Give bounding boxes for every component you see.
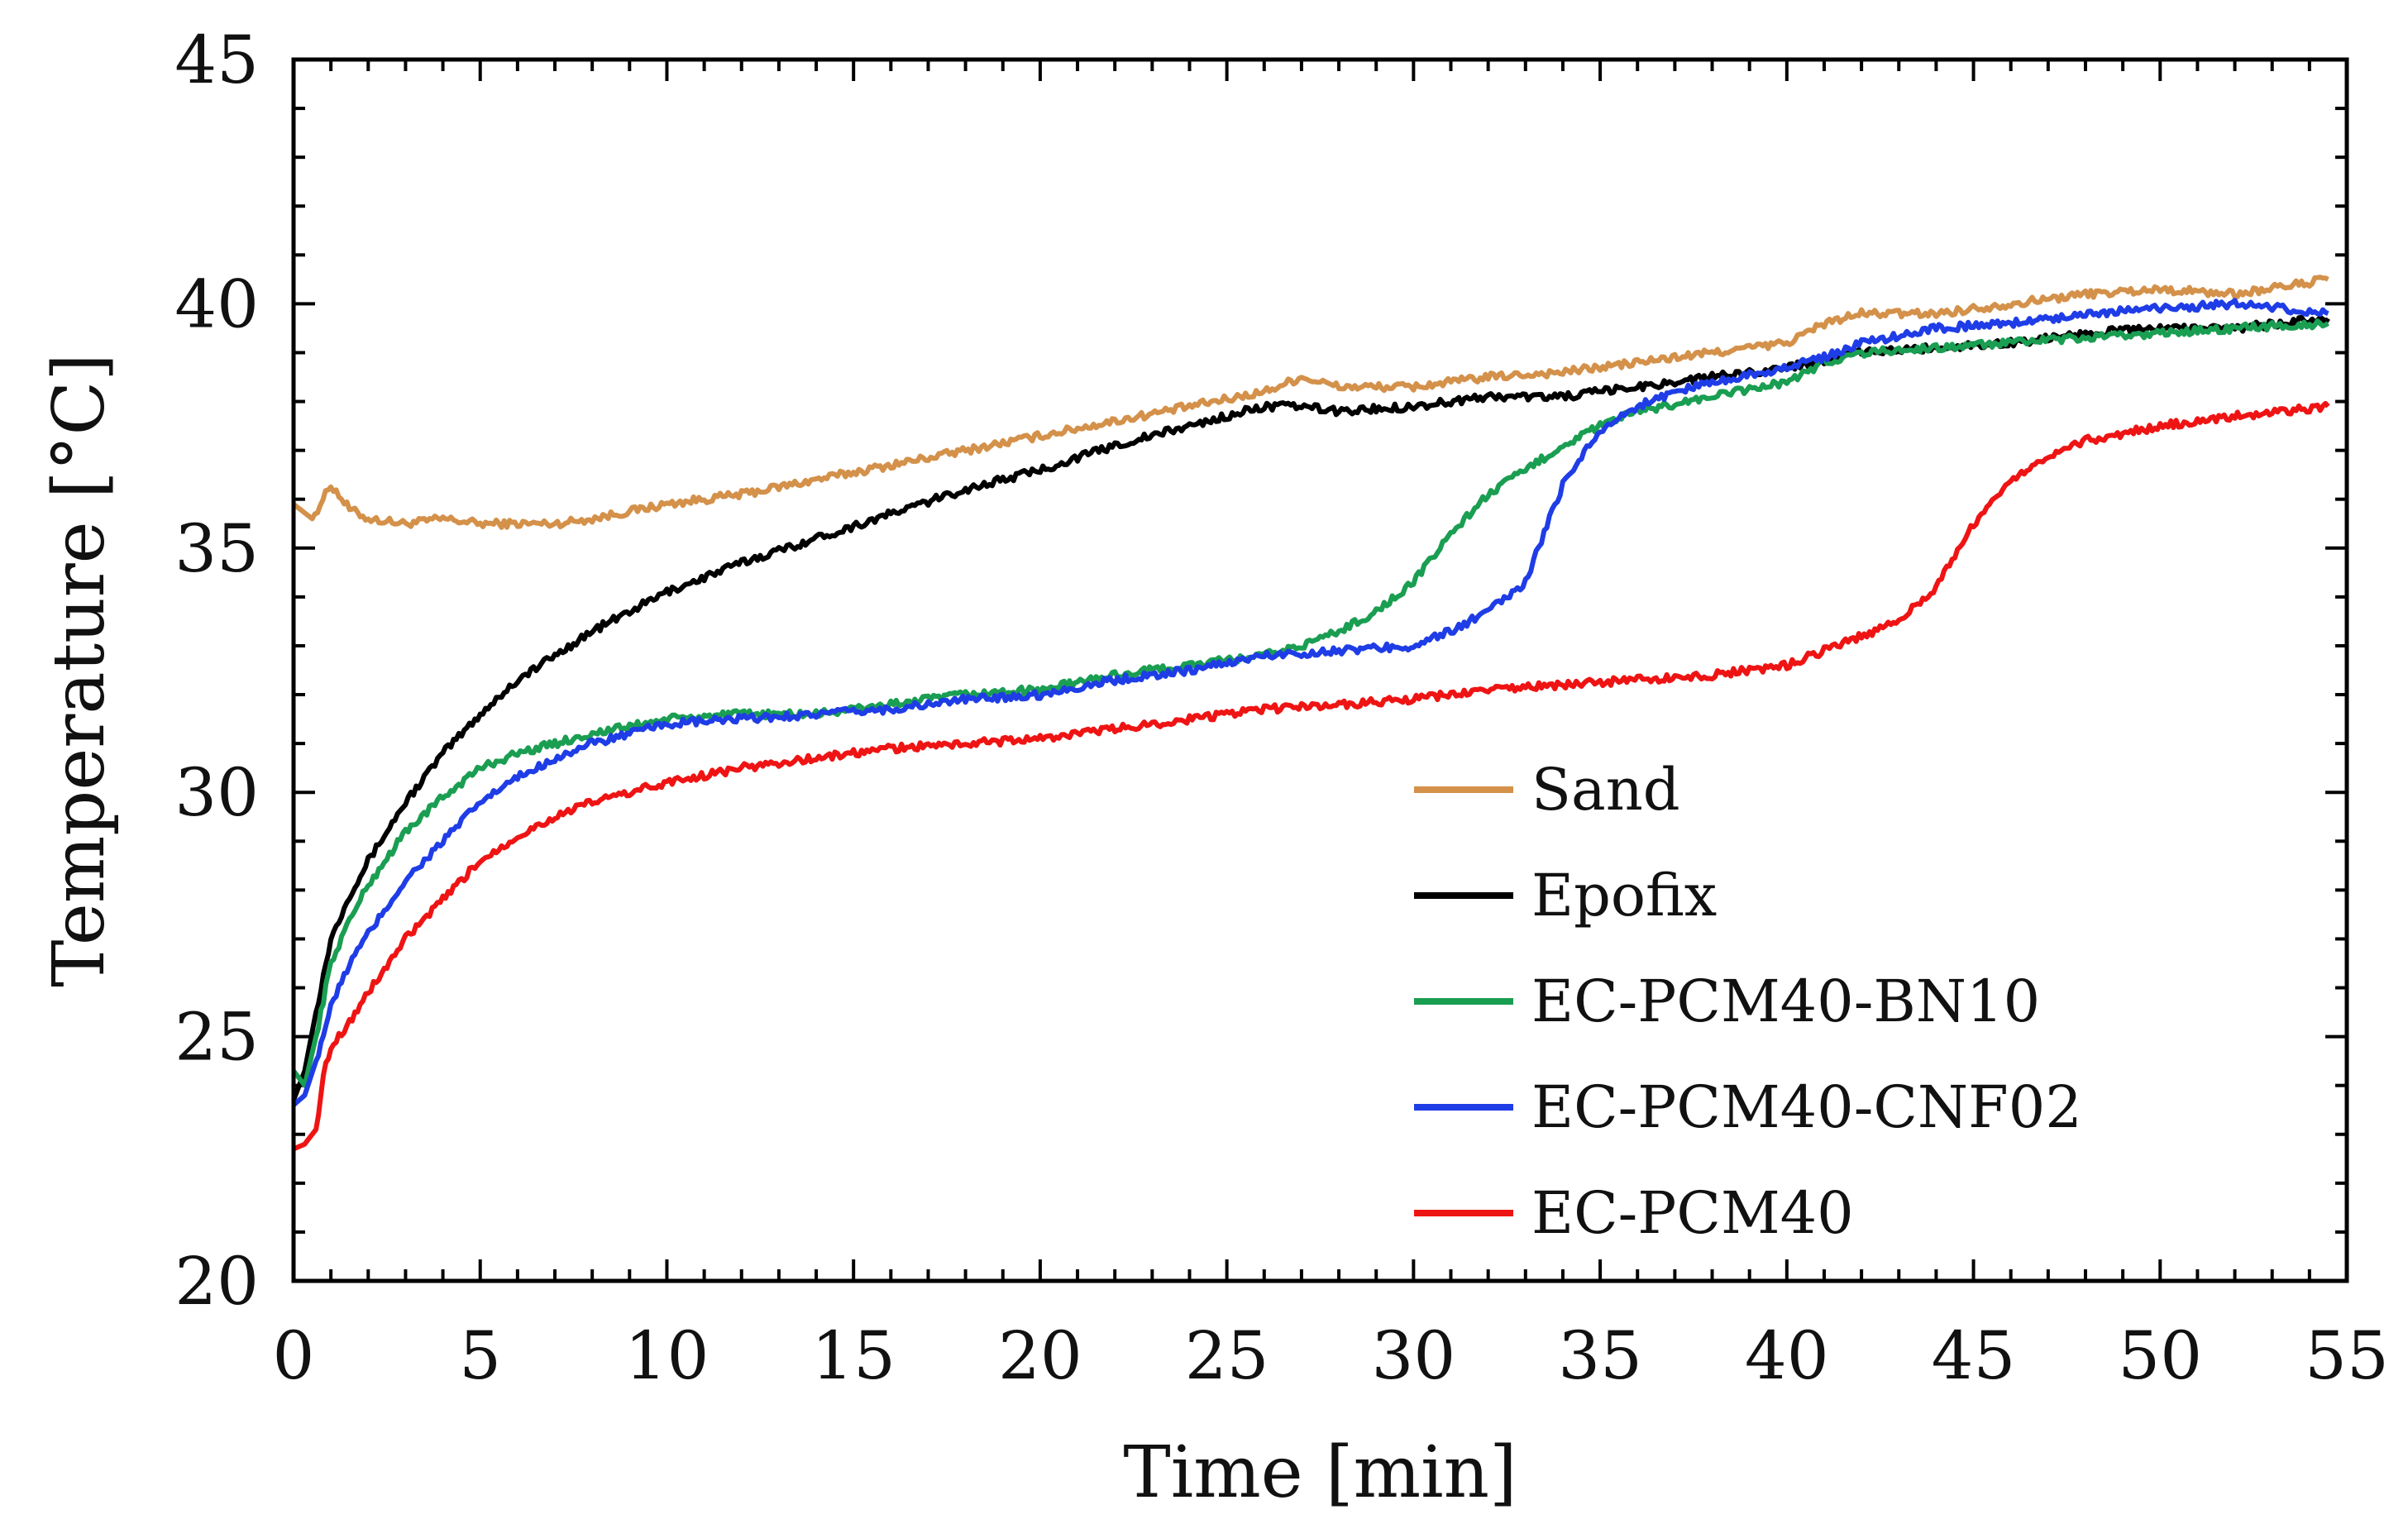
x-tick-label: 55 (2305, 1317, 2389, 1394)
y-axis-title: Temperature [°C] (38, 353, 121, 987)
legend-label: EC-PCM40 (1531, 1179, 1854, 1247)
y-tick-label: 35 (174, 510, 259, 587)
legend-label: EC-PCM40-CNF02 (1531, 1073, 2082, 1141)
y-tick-label: 20 (174, 1243, 259, 1320)
x-tick-label: 45 (1932, 1317, 2016, 1394)
y-tick-labels: 20 25 30 35 40 45 (174, 21, 259, 1320)
x-tick-label: 30 (1371, 1317, 1455, 1394)
legend-label: Sand (1531, 756, 1680, 824)
legend-label: Epofix (1531, 862, 1717, 929)
series-line-4 (292, 298, 2329, 1107)
plot-frame (291, 57, 2349, 1283)
x-tick-label: 0 (273, 1317, 315, 1394)
x-tick-label: 40 (1745, 1317, 1829, 1394)
x-tick-label: 15 (811, 1317, 896, 1394)
legend: Sand Epofix EC-PCM40-BN10 EC-PCM40-CNF02 EC-… (1414, 756, 2082, 1247)
y-tick-label: 25 (174, 999, 259, 1076)
x-tick-label: 35 (1558, 1317, 1642, 1394)
series-line-1 (292, 275, 2329, 530)
legend-label: EC-PCM40-BN10 (1531, 967, 2040, 1035)
y-tick-label: 30 (174, 754, 259, 831)
x-tick-labels: 0 5 10 15 20 25 30 35 40 45 50 55 (273, 1317, 2389, 1394)
x-tick-label: 5 (459, 1317, 501, 1394)
x-tick-label: 20 (998, 1317, 1082, 1394)
x-tick-label: 10 (625, 1317, 710, 1394)
y-tick-label: 40 (174, 265, 259, 342)
x-tick-label: 50 (2118, 1317, 2202, 1394)
series-lines (291, 275, 2330, 1152)
y-tick-label: 45 (174, 21, 259, 98)
x-tick-label: 25 (1185, 1317, 1269, 1394)
series-line-3 (291, 318, 2329, 1088)
x-axis-title: Time [min] (1123, 1431, 1517, 1514)
series-line-5 (292, 400, 2330, 1152)
